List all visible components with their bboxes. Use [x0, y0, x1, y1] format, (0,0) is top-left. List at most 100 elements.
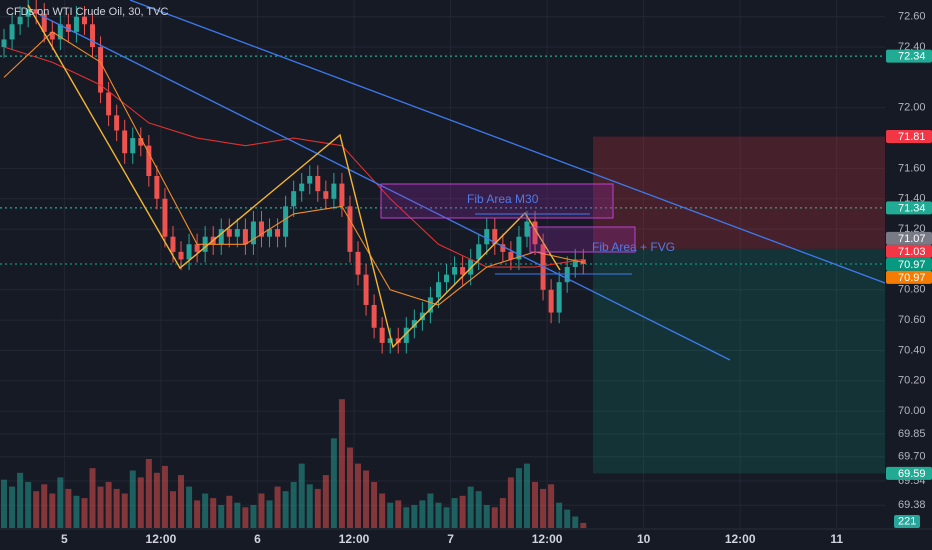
- volume-bar: [387, 502, 394, 528]
- volume-bar: [274, 486, 281, 528]
- candle-body: [106, 92, 112, 116]
- candle-body: [9, 24, 15, 40]
- volume-bar: [129, 470, 136, 528]
- x-tick-label: 12:00: [146, 532, 177, 546]
- trendline: [39, 14, 731, 361]
- volume-bar: [121, 493, 128, 528]
- y-tick-label: 70.40: [898, 344, 926, 356]
- volume-bar: [178, 475, 185, 528]
- volume-label: 221: [898, 515, 916, 527]
- candle-body: [564, 267, 570, 283]
- price-label: 72.34: [898, 51, 926, 63]
- volume-bar: [186, 486, 193, 528]
- volume-bar: [499, 498, 506, 528]
- candle-body: [476, 244, 482, 260]
- candle-body: [267, 229, 273, 237]
- candle-body: [548, 289, 554, 313]
- candle-body: [500, 244, 506, 252]
- candle-body: [524, 221, 530, 237]
- volume-bar: [169, 491, 176, 528]
- volume-bar: [451, 498, 458, 528]
- ma-lines: [3, 31, 584, 306]
- volume-bar: [395, 500, 402, 528]
- volume-bar: [49, 493, 56, 528]
- candle-body: [516, 236, 522, 260]
- volume-bar: [338, 399, 345, 528]
- candle-body: [291, 191, 297, 207]
- candle-body: [49, 31, 55, 40]
- volume-bar: [25, 482, 32, 528]
- candle-body: [427, 297, 433, 313]
- volume-bar: [435, 502, 442, 528]
- candle-body: [65, 24, 71, 32]
- volume: [1, 399, 587, 528]
- candle-body: [41, 13, 47, 32]
- volume-bar: [226, 495, 233, 528]
- candle-body: [347, 206, 353, 252]
- volume-bar: [491, 507, 498, 528]
- volume-bar: [379, 493, 386, 528]
- volume-bar: [266, 500, 273, 528]
- candle-body: [435, 282, 441, 298]
- candle-body: [122, 130, 128, 154]
- loss-zone: [593, 248, 885, 474]
- price-label: 71.34: [898, 202, 926, 214]
- candle-body: [186, 244, 192, 260]
- candle-body: [81, 16, 87, 25]
- x-tick-label: 11: [830, 532, 843, 546]
- price-label-bg: [886, 270, 932, 284]
- candle-body: [572, 259, 578, 268]
- candle-body: [250, 221, 256, 245]
- volume-label-bg: [894, 515, 920, 528]
- candle-body: [403, 327, 409, 343]
- candle-body: [484, 229, 490, 245]
- grid: [0, 0, 885, 528]
- ma-line: [3, 31, 584, 306]
- candle-body: [492, 229, 498, 245]
- candle-body: [460, 267, 466, 275]
- volume-bar: [290, 482, 297, 528]
- candle-body: [138, 138, 144, 146]
- x-tick-label: 12:00: [725, 532, 756, 546]
- price-label-bg: [886, 130, 932, 144]
- y-tick-label: 71.60: [898, 162, 926, 174]
- volume-bar: [580, 522, 587, 528]
- volume-bar: [210, 498, 217, 528]
- volume-bar: [113, 488, 120, 528]
- volume-bar: [234, 502, 241, 528]
- annotation: Fib Area M30: [467, 192, 539, 206]
- volume-bar: [298, 463, 305, 528]
- candle-body: [98, 47, 104, 93]
- volume-bar: [282, 491, 289, 528]
- price-label: 70.97: [898, 259, 926, 271]
- volume-bar: [218, 505, 225, 528]
- volume-bar: [515, 468, 522, 528]
- chart-title: CFDs on WTI Crude Oil, 30, TVC: [6, 6, 168, 18]
- volume-bar: [202, 493, 209, 528]
- volume-bar: [258, 493, 265, 528]
- candle-body: [452, 267, 458, 275]
- y-tick-label: 72.00: [898, 102, 926, 114]
- x-tick-label: 12:00: [532, 532, 563, 546]
- candle-body: [444, 274, 450, 283]
- y-tick-label: 69.85: [898, 428, 926, 440]
- candle-body: [194, 244, 200, 252]
- volume-bar: [1, 479, 8, 528]
- volume-bar: [242, 507, 249, 528]
- price-label: 70.97: [898, 272, 926, 284]
- volume-bar: [17, 472, 24, 528]
- volume-bar: [507, 477, 514, 528]
- volume-bar: [371, 482, 378, 528]
- axis-labels: 72.6072.4072.0071.6071.4071.2070.8070.60…: [61, 11, 932, 546]
- price-label-bg: [886, 257, 932, 271]
- candle-body: [339, 183, 345, 207]
- volume-bar: [97, 486, 104, 528]
- y-tick-label: 69.38: [898, 499, 926, 511]
- candle-body: [226, 229, 232, 237]
- volume-bar: [475, 491, 482, 528]
- candle-body: [556, 282, 562, 313]
- zigzag: [27, 4, 561, 349]
- trendline: [129, 0, 886, 284]
- volume-bar: [459, 495, 466, 528]
